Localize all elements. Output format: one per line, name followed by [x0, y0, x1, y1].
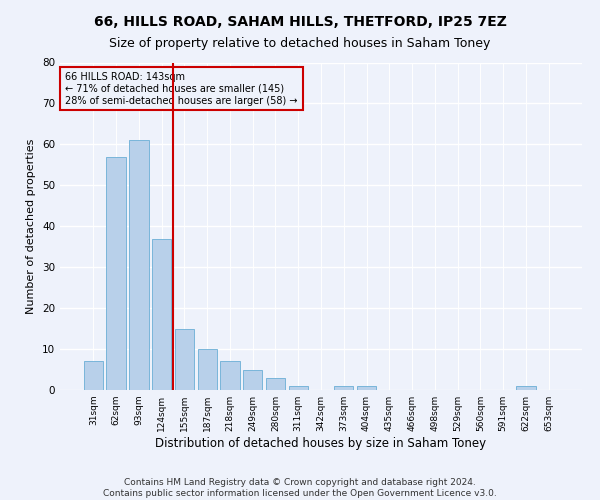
- X-axis label: Distribution of detached houses by size in Saham Toney: Distribution of detached houses by size …: [155, 437, 487, 450]
- Bar: [129, 140, 149, 390]
- Text: 66, HILLS ROAD, SAHAM HILLS, THETFORD, IP25 7EZ: 66, HILLS ROAD, SAHAM HILLS, THETFORD, I…: [94, 15, 506, 29]
- Bar: [175, 328, 194, 390]
- Bar: [334, 386, 353, 390]
- Bar: [106, 156, 126, 390]
- Y-axis label: Number of detached properties: Number of detached properties: [26, 138, 37, 314]
- Bar: [84, 362, 103, 390]
- Bar: [289, 386, 308, 390]
- Bar: [357, 386, 376, 390]
- Text: Size of property relative to detached houses in Saham Toney: Size of property relative to detached ho…: [109, 38, 491, 51]
- Bar: [152, 238, 172, 390]
- Bar: [243, 370, 262, 390]
- Bar: [516, 386, 536, 390]
- Text: 66 HILLS ROAD: 143sqm
← 71% of detached houses are smaller (145)
28% of semi-det: 66 HILLS ROAD: 143sqm ← 71% of detached …: [65, 72, 298, 106]
- Bar: [266, 378, 285, 390]
- Bar: [197, 349, 217, 390]
- Bar: [220, 362, 239, 390]
- Text: Contains HM Land Registry data © Crown copyright and database right 2024.
Contai: Contains HM Land Registry data © Crown c…: [103, 478, 497, 498]
